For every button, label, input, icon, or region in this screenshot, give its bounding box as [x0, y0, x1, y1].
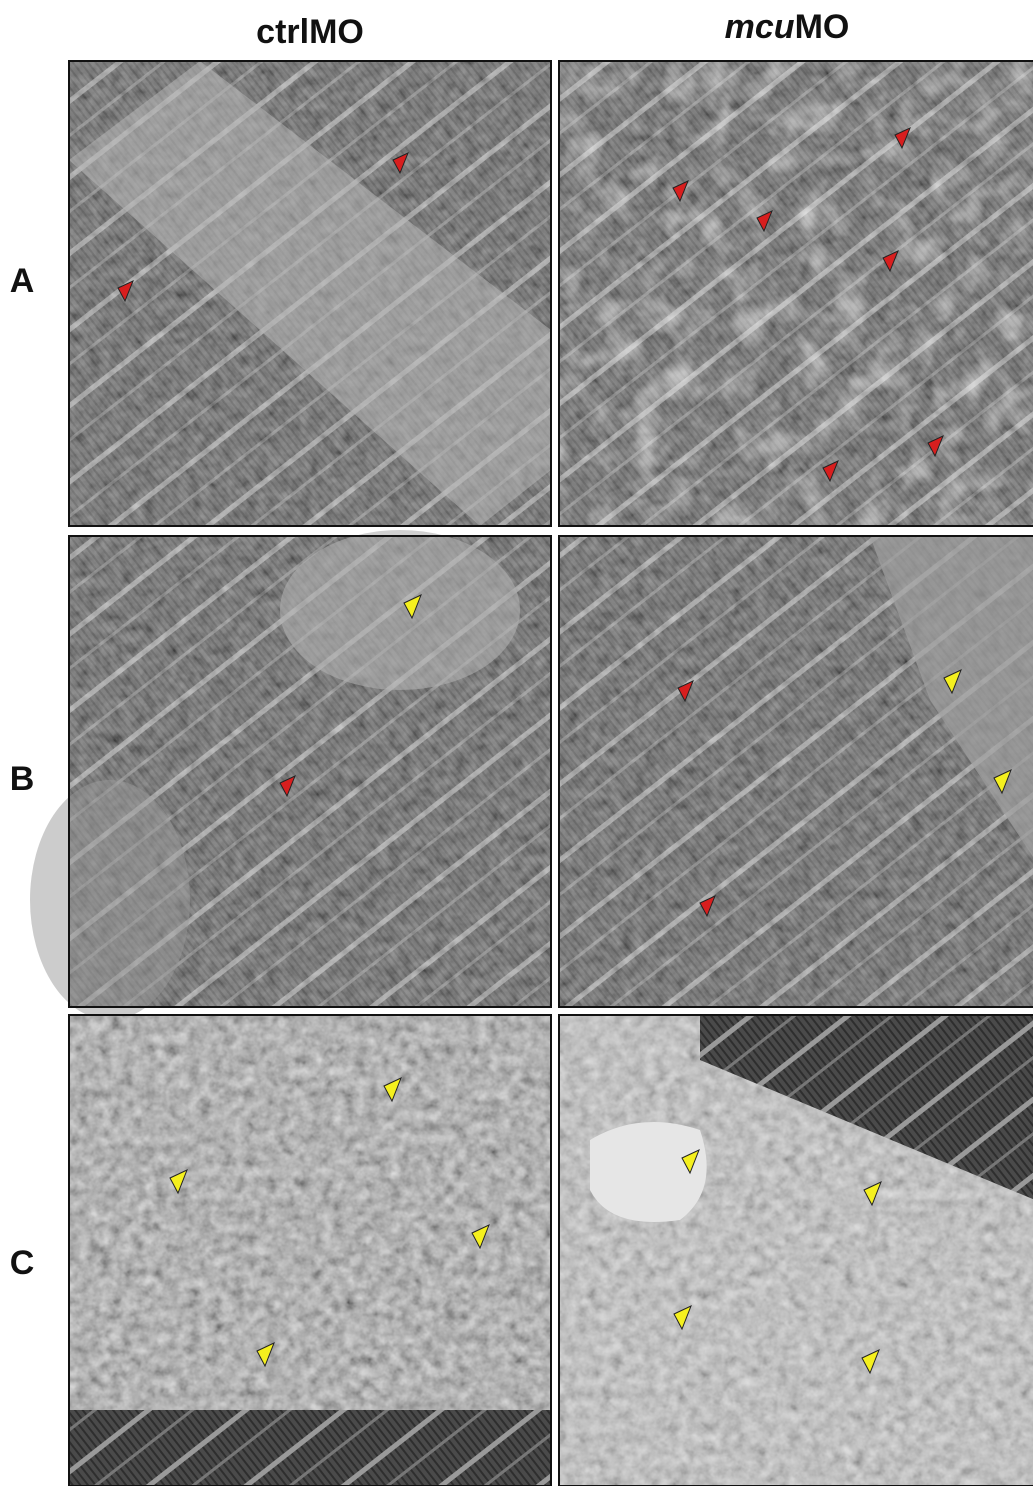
- row-label: B: [10, 760, 35, 798]
- figure: ctrlMO mcuMO A B C: [0, 0, 1033, 1486]
- micrograph: [30, 530, 551, 1020]
- micrograph: [69, 1015, 551, 1486]
- column-header: mcuMO: [725, 8, 850, 46]
- micrograph: [559, 1015, 1033, 1486]
- page: ctrlMO mcuMO A B C: [0, 0, 1033, 1486]
- micrograph: [69, 61, 551, 526]
- header-text: mcu: [725, 8, 795, 46]
- column-header: ctrlMO: [256, 13, 364, 51]
- row-label: C: [10, 1244, 35, 1282]
- row-label: A: [10, 262, 35, 300]
- micrographs: [30, 61, 1033, 1486]
- micrograph: [559, 536, 1033, 1007]
- header-text: MO: [795, 8, 850, 46]
- header-text: ctrlMO: [256, 13, 364, 51]
- micrograph: [559, 61, 1033, 526]
